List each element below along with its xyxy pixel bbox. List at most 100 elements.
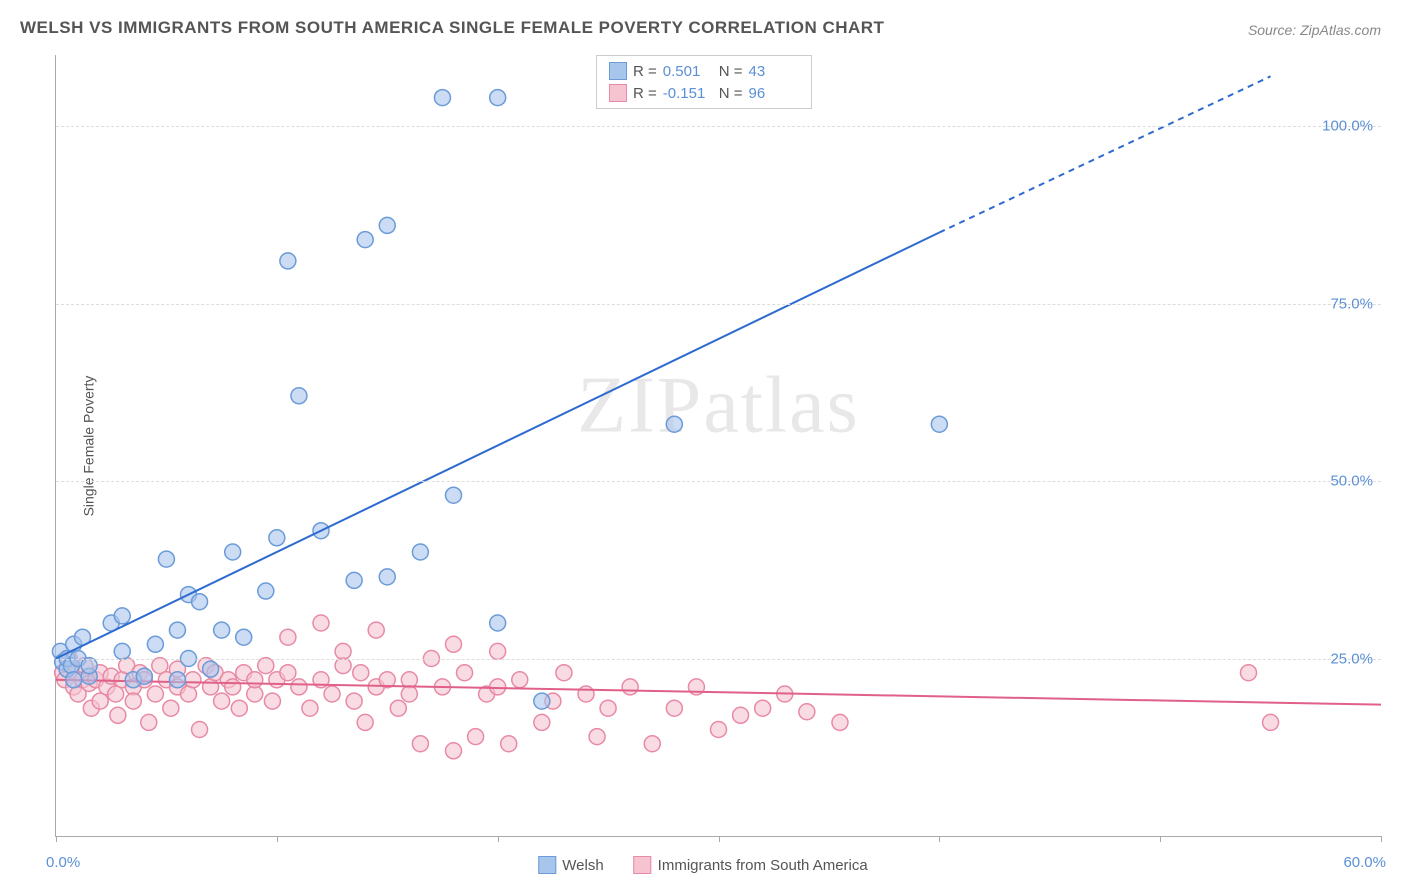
scatter-point (81, 658, 97, 674)
scatter-point (346, 693, 362, 709)
scatter-point (457, 665, 473, 681)
scatter-point (247, 672, 263, 688)
scatter-point (534, 693, 550, 709)
chart-title: WELSH VS IMMIGRANTS FROM SOUTH AMERICA S… (20, 18, 884, 38)
scatter-point (468, 729, 484, 745)
scatter-point (666, 416, 682, 432)
x-tick (56, 836, 57, 842)
scatter-point (225, 544, 241, 560)
scatter-point (114, 643, 130, 659)
stats-row: R =-0.151N =96 (609, 82, 799, 104)
scatter-point (556, 665, 572, 681)
scatter-point (147, 636, 163, 652)
stat-r-label: R = (633, 63, 657, 80)
scatter-point (291, 388, 307, 404)
scatter-point (141, 714, 157, 730)
gridline-h (56, 659, 1381, 660)
scatter-point (578, 686, 594, 702)
legend-item: Welsh (538, 856, 603, 874)
scatter-svg (56, 55, 1381, 836)
scatter-point (412, 736, 428, 752)
stat-n-label: N = (719, 63, 743, 80)
scatter-point (1263, 714, 1279, 730)
scatter-point (136, 668, 152, 684)
scatter-point (379, 217, 395, 233)
scatter-point (169, 672, 185, 688)
scatter-point (258, 658, 274, 674)
scatter-point (622, 679, 638, 695)
scatter-point (169, 622, 185, 638)
y-tick-label: 25.0% (1330, 650, 1373, 667)
legend-swatch (634, 856, 652, 874)
x-tick (1381, 836, 1382, 842)
scatter-point (280, 253, 296, 269)
scatter-point (291, 679, 307, 695)
scatter-point (114, 608, 130, 624)
scatter-point (185, 672, 201, 688)
chart-plot-area: ZIPatlas R =0.501N =43R =-0.151N =96 0.0… (55, 55, 1381, 837)
scatter-point (313, 615, 329, 631)
trend-line (56, 233, 939, 659)
gridline-h (56, 126, 1381, 127)
stat-r-value: -0.151 (663, 85, 713, 102)
scatter-point (357, 232, 373, 248)
legend-item: Immigrants from South America (634, 856, 868, 874)
y-tick-label: 100.0% (1322, 118, 1373, 135)
scatter-point (832, 714, 848, 730)
stat-n-value: 43 (749, 63, 799, 80)
scatter-point (368, 622, 384, 638)
scatter-point (644, 736, 660, 752)
legend-label: Welsh (562, 857, 603, 874)
scatter-point (490, 679, 506, 695)
scatter-point (434, 90, 450, 106)
scatter-point (446, 487, 462, 503)
scatter-point (192, 594, 208, 610)
scatter-point (158, 551, 174, 567)
scatter-point (258, 583, 274, 599)
scatter-point (147, 686, 163, 702)
scatter-point (125, 693, 141, 709)
scatter-point (379, 569, 395, 585)
x-tick (719, 836, 720, 842)
scatter-point (412, 544, 428, 560)
scatter-point (666, 700, 682, 716)
scatter-point (269, 530, 285, 546)
bottom-legend: Welsh Immigrants from South America (538, 856, 867, 874)
x-tick (277, 836, 278, 842)
stat-n-label: N = (719, 85, 743, 102)
scatter-point (600, 700, 616, 716)
scatter-point (236, 629, 252, 645)
scatter-point (589, 729, 605, 745)
scatter-point (66, 672, 82, 688)
scatter-point (214, 693, 230, 709)
scatter-point (346, 572, 362, 588)
stat-r-value: 0.501 (663, 63, 713, 80)
legend-swatch (538, 856, 556, 874)
scatter-point (357, 714, 373, 730)
stats-swatch (609, 84, 627, 102)
scatter-point (490, 90, 506, 106)
scatter-point (711, 722, 727, 738)
scatter-point (264, 693, 280, 709)
gridline-h (56, 304, 1381, 305)
scatter-point (931, 416, 947, 432)
scatter-point (231, 700, 247, 716)
x-tick (498, 836, 499, 842)
scatter-point (280, 629, 296, 645)
y-tick-label: 75.0% (1330, 295, 1373, 312)
scatter-point (324, 686, 340, 702)
scatter-point (1241, 665, 1257, 681)
stats-swatch (609, 62, 627, 80)
stat-r-label: R = (633, 85, 657, 102)
scatter-point (446, 636, 462, 652)
scatter-point (755, 700, 771, 716)
stats-box: R =0.501N =43R =-0.151N =96 (596, 55, 812, 109)
scatter-point (390, 700, 406, 716)
scatter-point (163, 700, 179, 716)
stats-row: R = 0.501 N = 43 (609, 60, 799, 82)
scatter-point (401, 686, 417, 702)
scatter-point (353, 665, 369, 681)
scatter-point (280, 665, 296, 681)
y-tick-label: 50.0% (1330, 473, 1373, 490)
scatter-point (512, 672, 528, 688)
